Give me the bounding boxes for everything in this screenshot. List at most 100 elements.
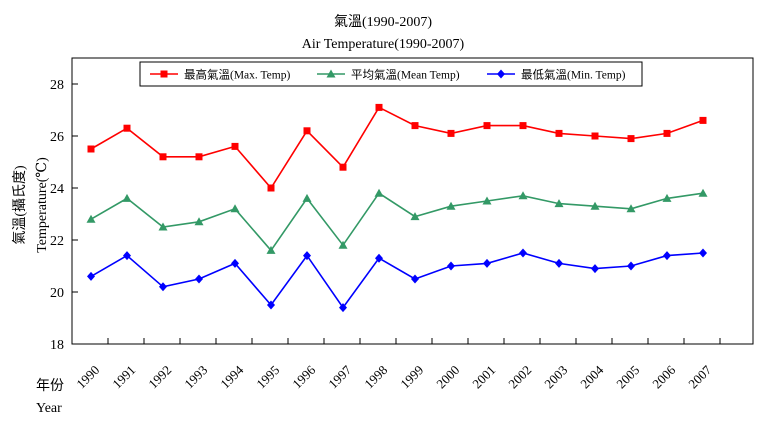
chart-subtitle: Air Temperature(1990-2007): [302, 37, 465, 52]
data-point: [590, 201, 600, 210]
x-tick-label: 1990: [73, 362, 102, 391]
series-1: [86, 188, 708, 254]
data-point: [158, 222, 168, 231]
data-point: [231, 258, 239, 268]
data-point: [663, 251, 671, 261]
data-point: [698, 188, 708, 197]
x-tick-label: 1996: [289, 362, 318, 391]
data-point: [555, 258, 563, 268]
data-point: [86, 214, 96, 223]
data-point: [482, 196, 492, 205]
series-0: [87, 103, 707, 192]
data-point: [483, 122, 491, 130]
y-tick-label: 28: [50, 78, 64, 93]
legend-marker: [160, 70, 168, 78]
data-point: [339, 303, 347, 313]
x-tick-label: 1998: [361, 362, 390, 391]
y-tick-label: 20: [50, 286, 64, 301]
data-point: [123, 124, 131, 132]
data-point: [699, 116, 707, 124]
data-point: [662, 193, 672, 202]
data-point: [627, 135, 635, 143]
x-tick-label: 2006: [649, 362, 678, 391]
y-axis-label-zh: 氣溫(攝氏度): [12, 165, 28, 245]
x-tick-label: 1994: [217, 362, 246, 391]
data-point: [591, 264, 599, 274]
x-tick-label: 1999: [397, 362, 426, 391]
series-line: [90, 192, 704, 252]
y-axis-label-en: Temperature(℃): [35, 157, 50, 253]
data-point: [591, 132, 599, 140]
data-point: [194, 217, 204, 226]
data-point: [267, 184, 275, 192]
data-point: [375, 253, 383, 263]
data-point: [375, 103, 383, 111]
series-2: [87, 248, 707, 313]
legend-label: 最高氣溫(Max. Temp): [184, 68, 290, 82]
data-point: [87, 145, 95, 153]
data-point: [411, 274, 419, 284]
data-point: [518, 191, 528, 200]
data-point: [267, 300, 275, 310]
data-point: [338, 240, 348, 249]
y-tick-label: 24: [50, 182, 64, 197]
data-point: [195, 274, 203, 284]
data-point: [266, 245, 276, 254]
data-point: [411, 122, 419, 130]
y-axis: 18 20 22 24 26 28: [50, 78, 78, 353]
plot-area: [71, 57, 754, 345]
data-point: [123, 251, 131, 261]
data-point: [303, 127, 311, 135]
x-tick-label: 2007: [685, 362, 714, 391]
data-point: [302, 193, 312, 202]
legend-label: 平均氣溫(Mean Temp): [351, 68, 460, 82]
legend-label: 最低氣溫(Min. Temp): [521, 68, 626, 82]
x-tick-label: 2003: [541, 362, 570, 391]
data-point: [627, 261, 635, 271]
y-tick-label: 26: [50, 130, 64, 145]
x-tick-label: 2004: [577, 362, 606, 391]
y-tick-label: 22: [50, 234, 64, 249]
series-line: [90, 252, 704, 309]
legend: 最高氣溫(Max. Temp) 平均氣溫(Mean Temp) 最低氣溫(Min. …: [139, 61, 643, 87]
series-line: [90, 106, 704, 190]
x-tick-label: 2000: [433, 362, 462, 391]
x-tick-label: 1997: [325, 362, 354, 391]
data-point: [447, 129, 455, 137]
data-point: [231, 142, 239, 150]
data-point: [195, 153, 203, 161]
data-point: [555, 129, 563, 137]
data-point: [663, 129, 671, 137]
data-point: [122, 193, 132, 202]
x-tick-label: 1993: [181, 362, 210, 391]
data-point: [699, 248, 707, 258]
data-point: [303, 251, 311, 261]
chart-title: 氣溫(1990-2007): [334, 14, 432, 30]
x-tick-label: 1991: [109, 362, 138, 391]
x-tick-label: 1995: [253, 362, 282, 391]
data-point: [554, 199, 564, 208]
data-point: [410, 212, 420, 221]
data-point: [519, 248, 527, 258]
data-point: [447, 261, 455, 271]
legend-box: [139, 61, 643, 87]
data-point: [519, 122, 527, 130]
data-point: [159, 153, 167, 161]
x-tick-label: 2002: [505, 362, 534, 391]
x-axis: 1990 1991 1992 1993 1994 1995 1996 1997 1998 1999…: [71, 338, 721, 391]
data-point: [483, 258, 491, 268]
x-tick-label: 1992: [145, 362, 174, 391]
series-layer: [86, 103, 708, 313]
x-axis-label-zh: 年份: [36, 378, 64, 394]
data-point: [446, 201, 456, 210]
data-point: [230, 204, 240, 213]
data-point: [87, 271, 95, 281]
x-tick-label: 2001: [469, 362, 498, 391]
legend-marker: [326, 69, 336, 78]
y-tick-label: 18: [50, 338, 64, 353]
data-point: [339, 163, 347, 171]
x-axis-label-en: Year: [36, 401, 62, 416]
data-point: [159, 282, 167, 292]
x-tick-label: 2005: [613, 362, 642, 391]
